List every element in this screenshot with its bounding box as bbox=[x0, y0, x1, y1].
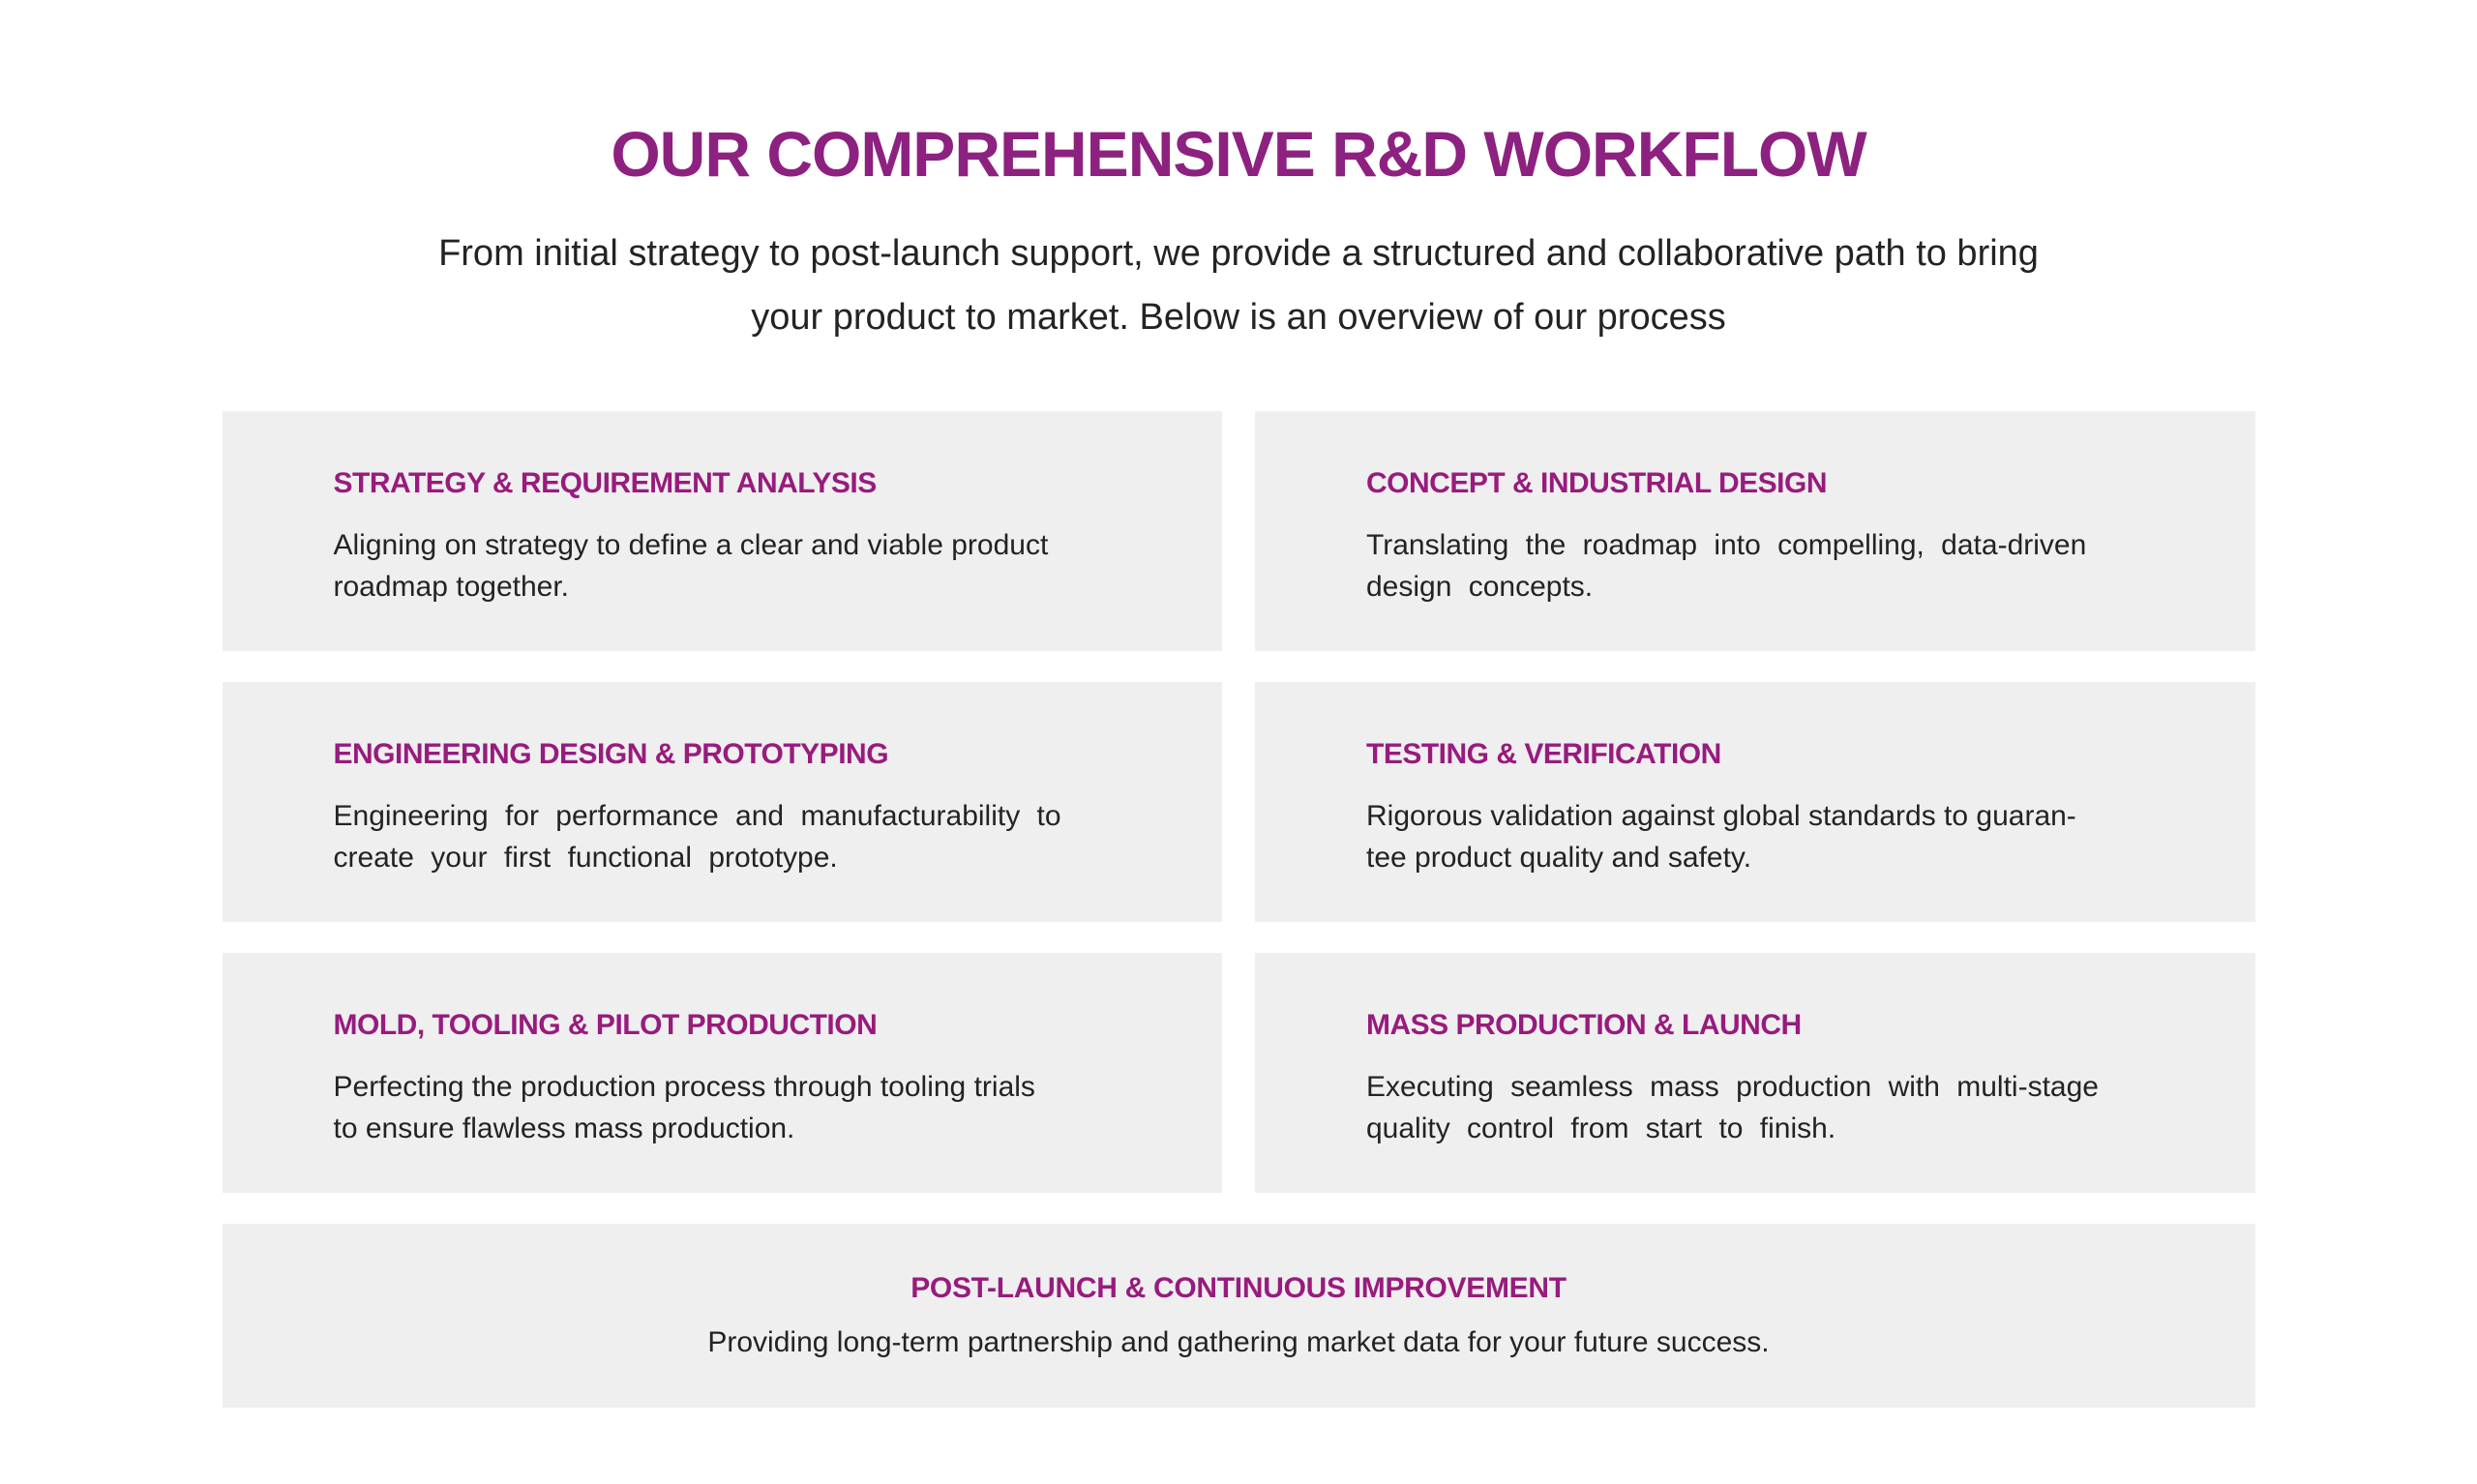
card-body: Translating the roadmap into compelling,… bbox=[1366, 529, 2087, 604]
card-title: MOLD, TOOLING & PILOT PRODUCTION bbox=[333, 1009, 878, 1042]
workflow-card-testing: TESTING & VERIFICATION Rigorous validati… bbox=[1255, 682, 2255, 923]
workflow-grid: STRATEGY & REQUIREMENT ANALYSIS Aligning… bbox=[222, 411, 2255, 1409]
card-title: STRATEGY & REQUIREMENT ANALYSIS bbox=[333, 467, 878, 500]
card-title: MASS PRODUCTION & LAUNCH bbox=[1366, 1009, 1802, 1042]
card-body: Providing long-term partnership and gath… bbox=[707, 1326, 1770, 1359]
workflow-card-strategy: STRATEGY & REQUIREMENT ANALYSIS Aligning… bbox=[222, 411, 1222, 652]
card-body: Perfecting the production process throug… bbox=[333, 1071, 1035, 1145]
card-body: Rigorous validation against global stand… bbox=[1366, 800, 2076, 875]
workflow-card-engineering: ENGINEERING DESIGN & PROTOTYPING Enginee… bbox=[222, 682, 1222, 923]
card-title: CONCEPT & INDUSTRIAL DESIGN bbox=[1366, 467, 1827, 500]
page-title: OUR COMPREHENSIVE R&D WORKFLOW bbox=[611, 118, 1866, 190]
workflow-card-mass-production: MASS PRODUCTION & LAUNCH Executing seaml… bbox=[1255, 953, 2255, 1194]
card-title: POST-LAUNCH & CONTINUOUS IMPROVEMENT bbox=[910, 1272, 1567, 1305]
card-title: ENGINEERING DESIGN & PROTOTYPING bbox=[333, 738, 889, 771]
card-body: Executing seamless mass production with … bbox=[1366, 1071, 2099, 1145]
card-body: Aligning on strategy to define a clear a… bbox=[333, 529, 1049, 604]
workflow-card-mold-tooling: MOLD, TOOLING & PILOT PRODUCTION Perfect… bbox=[222, 953, 1222, 1194]
workflow-card-concept: CONCEPT & INDUSTRIAL DESIGN Translating … bbox=[1255, 411, 2255, 652]
page-subtitle: From initial strategy to post-launch sup… bbox=[438, 233, 2039, 339]
card-title: TESTING & VERIFICATION bbox=[1366, 738, 1721, 771]
card-body: Engineering for performance and manufact… bbox=[333, 800, 1061, 875]
workflow-card-post-launch: POST-LAUNCH & CONTINUOUS IMPROVEMENT Pro… bbox=[222, 1224, 2255, 1409]
